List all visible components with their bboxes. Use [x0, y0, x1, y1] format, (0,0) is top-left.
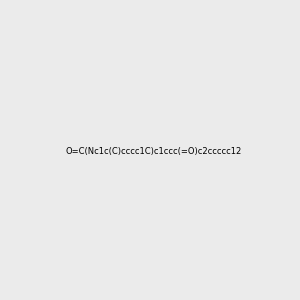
Text: O=C(Nc1c(C)cccc1C)c1ccc(=O)c2ccccc12: O=C(Nc1c(C)cccc1C)c1ccc(=O)c2ccccc12: [66, 147, 242, 156]
